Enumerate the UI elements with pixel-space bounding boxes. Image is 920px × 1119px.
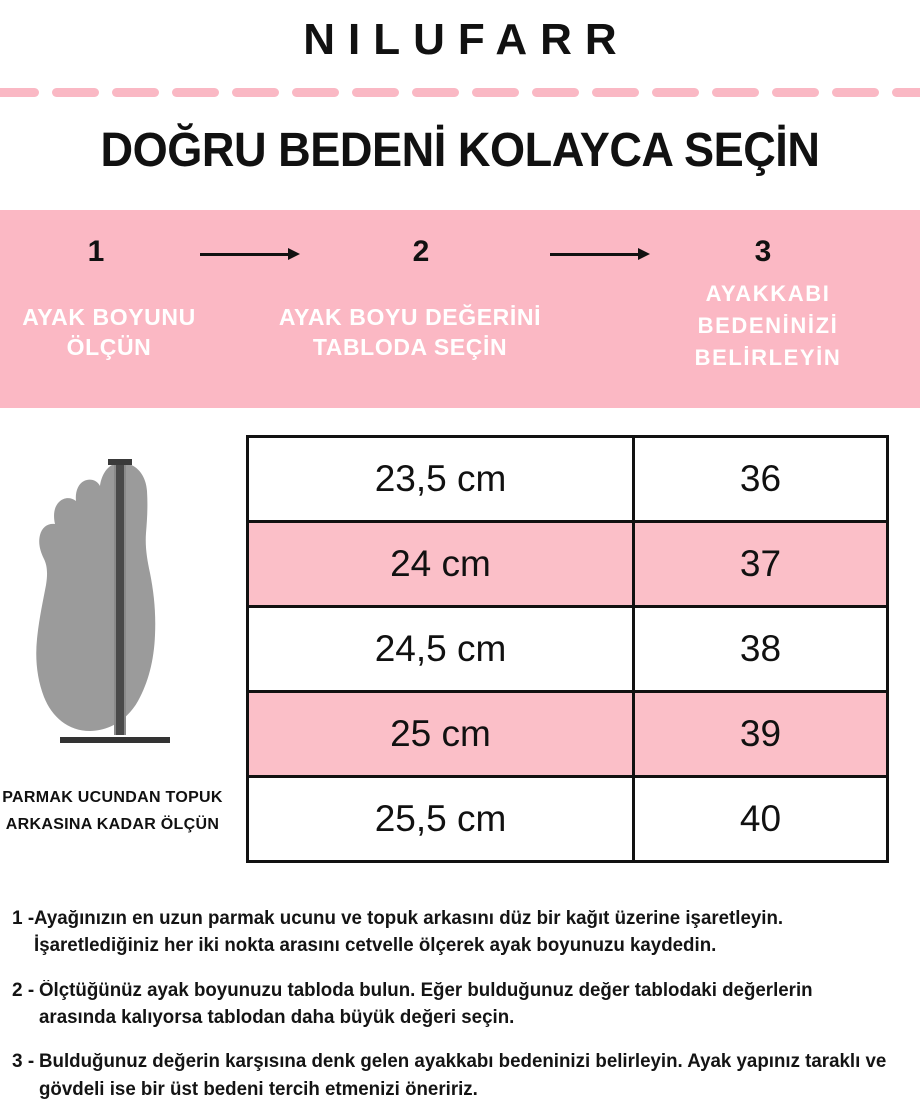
divider-dash xyxy=(892,88,920,97)
table-row: 23,5 cm 36 xyxy=(246,435,889,523)
arrow-right-icon-2 xyxy=(550,248,650,260)
divider-dash xyxy=(232,88,279,97)
instruction-marker: 2 - xyxy=(12,979,40,1001)
step-number-3: 3 xyxy=(754,235,772,268)
dashed-divider xyxy=(0,88,920,98)
shoe-size-cell: 39 xyxy=(632,690,889,778)
divider-dash xyxy=(472,88,519,97)
divider-dash xyxy=(52,88,99,97)
foot-length-cell: 24,5 cm xyxy=(246,605,635,693)
arrow-right-icon-1 xyxy=(200,248,300,260)
divider-dash xyxy=(412,88,459,97)
shoe-size-cell: 36 xyxy=(632,435,889,523)
divider-dash xyxy=(712,88,759,97)
divider-dash xyxy=(352,88,399,97)
foot-length-cell: 25,5 cm xyxy=(246,775,635,863)
instructions-list: 1 - Ayağınızın en uzun parmak ucunu ve t… xyxy=(0,905,920,1119)
shoe-size-cell: 38 xyxy=(632,605,889,693)
foot-silhouette-icon xyxy=(10,455,220,765)
steps-band: 1 2 3 AYAK BOYUNU ÖLÇÜN AYAK BOYU DEĞERİ… xyxy=(0,210,920,408)
divider-dash xyxy=(832,88,879,97)
divider-dash xyxy=(0,88,39,97)
size-table: 23,5 cm 36 24 cm 37 24,5 cm 38 25 cm 39 … xyxy=(246,435,889,863)
shoe-size-cell: 37 xyxy=(632,520,889,608)
brand-logo: NILUFARR xyxy=(303,15,630,64)
instruction-marker: 3 - xyxy=(12,1051,40,1073)
divider-dash xyxy=(772,88,819,97)
instruction-text: Ölçtüğünüz ayak boyunuzu tabloda bulun. … xyxy=(39,979,814,1029)
foot-figure-caption: PARMAK UCUNDAN TOPUK ARKASINA KADAR ÖLÇÜ… xyxy=(2,789,223,833)
foot-length-cell: 24 cm xyxy=(246,520,635,608)
instruction-text: Ayağınızın en uzun parmak ucunu ve topuk… xyxy=(34,908,784,957)
foot-length-cell: 25 cm xyxy=(246,690,635,778)
divider-dash xyxy=(652,88,699,97)
divider-dash xyxy=(292,88,339,97)
instruction-item-1: 1 - Ayağınızın en uzun parmak ucunu ve t… xyxy=(12,905,908,960)
step-label-3: AYAKKABI BEDENİNİZİ BELİRLEYİN xyxy=(694,281,842,370)
divider-dash xyxy=(112,88,159,97)
divider-dash xyxy=(592,88,639,97)
instruction-item-3: 3 - Bulduğunuz değerin karşısına denk ge… xyxy=(12,1048,908,1103)
table-row: 24 cm 37 xyxy=(246,520,889,608)
table-row: 24,5 cm 38 xyxy=(246,605,889,693)
table-row: 25 cm 39 xyxy=(246,690,889,778)
step-label-1: AYAK BOYUNU ÖLÇÜN xyxy=(22,304,196,361)
divider-dash xyxy=(532,88,579,97)
step-number-2: 2 xyxy=(412,235,430,268)
foot-length-cell: 23,5 cm xyxy=(246,435,635,523)
instruction-item-2: 2 - Ölçtüğünüz ayak boyunuzu tabloda bul… xyxy=(12,977,908,1032)
step-number-1: 1 xyxy=(87,235,105,268)
instruction-text: Bulduğunuz değerin karşısına denk gelen … xyxy=(39,1051,887,1100)
brand-header: NILUFARR xyxy=(0,0,920,80)
table-row: 25,5 cm 40 xyxy=(246,775,889,863)
step-label-2: AYAK BOYU DEĞERİNİ TABLODA SEÇİN xyxy=(278,304,542,361)
page-title: DOĞRU BEDENİ KOLAYCA SEÇİN xyxy=(100,124,820,177)
divider-dash xyxy=(172,88,219,97)
instruction-marker: 1 - xyxy=(12,908,35,929)
shoe-size-cell: 40 xyxy=(632,775,889,863)
